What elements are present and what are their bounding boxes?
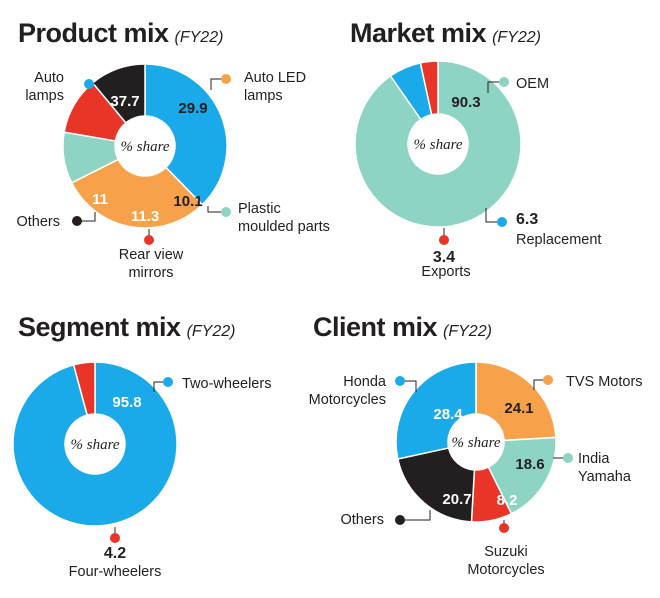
- category-label-line: Rear view: [119, 247, 184, 263]
- category-label-line: Others: [16, 214, 60, 230]
- legend-dot-four-wheelers: [110, 533, 120, 543]
- donut-hole: [448, 414, 504, 470]
- legend-dot-auto-led-lamps: [221, 74, 231, 84]
- chart-title: Market mix: [350, 18, 487, 48]
- category-label-line: mirrors: [128, 265, 173, 281]
- data-label-plastic-moulded-parts: 10.1: [173, 193, 202, 210]
- category-label-line: Plastic: [238, 201, 281, 217]
- center-label: % share: [451, 435, 500, 451]
- category-label-line: Two-wheelers: [182, 376, 271, 392]
- category-label-line: Motorcycles: [467, 562, 544, 578]
- data-label-others: 11: [92, 191, 108, 208]
- chart-subtitle: (FY22): [443, 323, 492, 340]
- legend-dot-suzuki-motorcycles: [499, 523, 509, 533]
- legend-dot-plastic-moulded-parts: [221, 207, 231, 217]
- category-label-rear-view-mirrors: Rear view mirrors: [119, 247, 184, 281]
- category-label-line: Auto: [34, 70, 64, 86]
- data-label-auto-led-lamps: 29.9: [178, 100, 207, 117]
- legend-dot-others: [72, 216, 82, 226]
- category-label-oem: OEM: [516, 76, 549, 92]
- category-label-auto-led-lamps: Auto LED lamps: [244, 70, 306, 104]
- category-label-line: Suzuki: [484, 544, 528, 560]
- legend-dot-tvs-motors: [543, 375, 553, 385]
- data-label-exports: 3.4: [433, 249, 455, 266]
- leader-line-replacement: [485, 208, 502, 223]
- category-label-replacement: Replacement: [516, 232, 601, 248]
- chart-title: Segment mix: [18, 312, 181, 342]
- data-label-rear-view-mirrors: 11.3: [131, 208, 159, 225]
- category-label-line: Honda: [343, 374, 387, 390]
- donut-chart-market-mix: Market mix (FY22) % share 90.3 OEM 6.3 Replace…: [350, 18, 601, 280]
- legend-dot-auto-lamps: [84, 79, 94, 89]
- legend-dot-rear-view-mirrors: [144, 235, 154, 245]
- legend-dot-india-yamaha: [563, 453, 573, 463]
- category-label-four-wheelers: Four-wheelers: [69, 564, 162, 580]
- donut-chart-product-mix: Product mix (FY22) % share 37.7 Auto lamps 29.…: [16, 18, 329, 281]
- category-label-line: Motorcycles: [309, 392, 386, 408]
- category-label-line: Exports: [421, 264, 470, 280]
- category-label-line: OEM: [516, 76, 549, 92]
- category-label-line: Others: [340, 512, 384, 528]
- category-label-line: Auto LED: [244, 70, 306, 86]
- leader-line-others: [400, 510, 431, 521]
- data-label-two-wheelers: 95.8: [112, 394, 141, 411]
- category-label-others: Others: [340, 512, 384, 528]
- center-label: % share: [70, 437, 119, 453]
- data-label-auto-lamps: 37.7: [110, 93, 139, 110]
- category-label-honda-motorcycles: Honda Motorcycles: [309, 374, 387, 408]
- category-label-line: Yamaha: [578, 469, 632, 485]
- category-label-others: Others: [16, 214, 60, 230]
- category-label-line: Four-wheelers: [69, 564, 162, 580]
- leader-line-others: [77, 212, 96, 222]
- chart-title: Product mix: [18, 18, 169, 48]
- legend-dot-honda-motorcycles: [395, 376, 405, 386]
- category-label-india-yamaha: India Yamaha: [578, 451, 632, 485]
- category-label-line: lamps: [244, 88, 283, 104]
- category-label-line: Replacement: [516, 232, 601, 248]
- chart-subtitle: (FY22): [175, 29, 224, 46]
- chart-subtitle: (FY22): [492, 29, 541, 46]
- category-label-auto-lamps: Auto lamps: [25, 70, 64, 104]
- donut-chart-segment-mix: Segment mix (FY22) % share 95.8 Two-wheelers…: [12, 312, 271, 580]
- category-label-suzuki-motorcycles: Suzuki Motorcycles: [467, 544, 544, 578]
- leader-line-honda-motorcycles: [400, 380, 417, 392]
- data-label-oem: 90.3: [451, 94, 480, 111]
- data-label-india-yamaha: 18.6: [515, 456, 544, 473]
- category-label-exports: Exports: [421, 264, 470, 280]
- legend-dot-two-wheelers: [163, 377, 173, 387]
- data-label-replacement: 6.3: [516, 211, 538, 228]
- category-label-plastic-moulded-parts: Plastic moulded parts: [238, 201, 330, 235]
- leader-line-plastic-moulded-parts: [207, 206, 226, 213]
- center-label: % share: [120, 139, 169, 155]
- category-label-tvs-motors: TVS Motors: [566, 374, 643, 390]
- donut-hole: [65, 414, 125, 474]
- data-label-tvs-motors: 24.1: [504, 400, 533, 417]
- data-label-honda-motorcycles: 28.4: [433, 406, 463, 423]
- category-label-line: moulded parts: [238, 219, 330, 235]
- data-label-others: 20.7: [442, 491, 471, 508]
- category-label-line: India: [578, 451, 610, 467]
- data-label-suzuki-motorcycles: 8.2: [497, 492, 518, 509]
- category-label-line: lamps: [25, 88, 64, 104]
- donut-hole: [115, 116, 175, 176]
- legend-dot-replacement: [497, 217, 507, 227]
- category-label-two-wheelers: Two-wheelers: [182, 376, 271, 392]
- legend-dot-oem: [499, 77, 509, 87]
- legend-dot-others: [395, 515, 405, 525]
- category-label-line: TVS Motors: [566, 374, 643, 390]
- chart-subtitle: (FY22): [187, 323, 236, 340]
- donut-hole: [408, 114, 468, 174]
- center-label: % share: [413, 137, 462, 153]
- legend-dot-exports: [439, 235, 449, 245]
- chart-title: Client mix: [313, 312, 438, 342]
- donut-chart-client-mix: Client mix (FY22) % share 24.1 TVS Motors 18.…: [309, 312, 643, 578]
- leader-line-oem: [487, 81, 504, 93]
- data-label-four-wheelers: 4.2: [104, 545, 126, 562]
